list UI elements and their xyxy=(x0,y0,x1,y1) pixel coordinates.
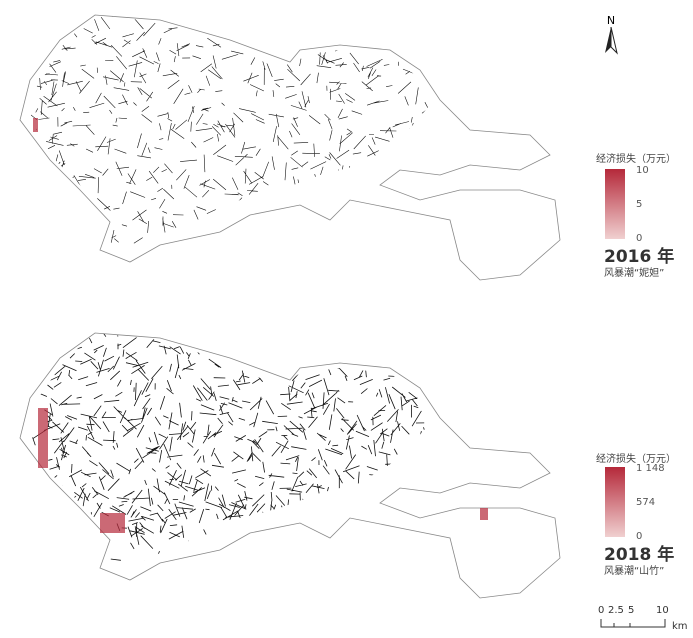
scale-tick: 5 xyxy=(628,605,635,616)
coastline xyxy=(19,332,561,599)
legend-title: 经济损失（万元） xyxy=(596,454,676,465)
map-2016 xyxy=(19,14,561,281)
legend-mid: 574 xyxy=(636,497,656,508)
legend-max: 1 148 xyxy=(636,463,665,474)
legend-min: 0 xyxy=(636,531,643,542)
legend-2018: 经济损失（万元） 1 148 574 0 2018 年 风暴潮“山竹” xyxy=(596,450,693,580)
north-label: N xyxy=(606,14,616,27)
north-arrow-icon xyxy=(605,26,618,55)
coastline xyxy=(19,14,561,281)
map-2018 xyxy=(19,332,561,599)
road-network xyxy=(30,15,430,245)
scale-tick: 10 xyxy=(656,605,669,616)
loss-area xyxy=(480,508,488,520)
legend-2016: 经济损失（万元） 10 5 0 2016 年 风暴潮“妮妲” xyxy=(596,150,693,280)
loss-area xyxy=(38,408,48,468)
storm-name: 风暴潮“妮妲” xyxy=(604,268,665,279)
color-ramp xyxy=(605,169,625,239)
legend-title: 经济损失（万元） xyxy=(596,154,676,165)
color-ramp xyxy=(605,467,625,537)
scale-unit: km xyxy=(672,621,688,632)
legend-min: 0 xyxy=(636,233,643,244)
scale-tick: 0 xyxy=(598,605,605,616)
road-network xyxy=(30,333,430,563)
legend-max: 10 xyxy=(636,165,649,176)
scale-bar: 0 2.5 5 10 km xyxy=(598,605,693,635)
year-label: 2018 年 xyxy=(604,545,675,565)
year-label: 2016 年 xyxy=(604,247,675,267)
loss-area xyxy=(33,118,38,132)
storm-name: 风暴潮“山竹” xyxy=(604,566,665,577)
scale-tick: 2.5 xyxy=(608,605,624,616)
loss-area xyxy=(100,513,125,533)
north-arrow: N xyxy=(600,14,622,58)
legend-mid: 5 xyxy=(636,199,643,210)
scale-line xyxy=(600,619,666,628)
